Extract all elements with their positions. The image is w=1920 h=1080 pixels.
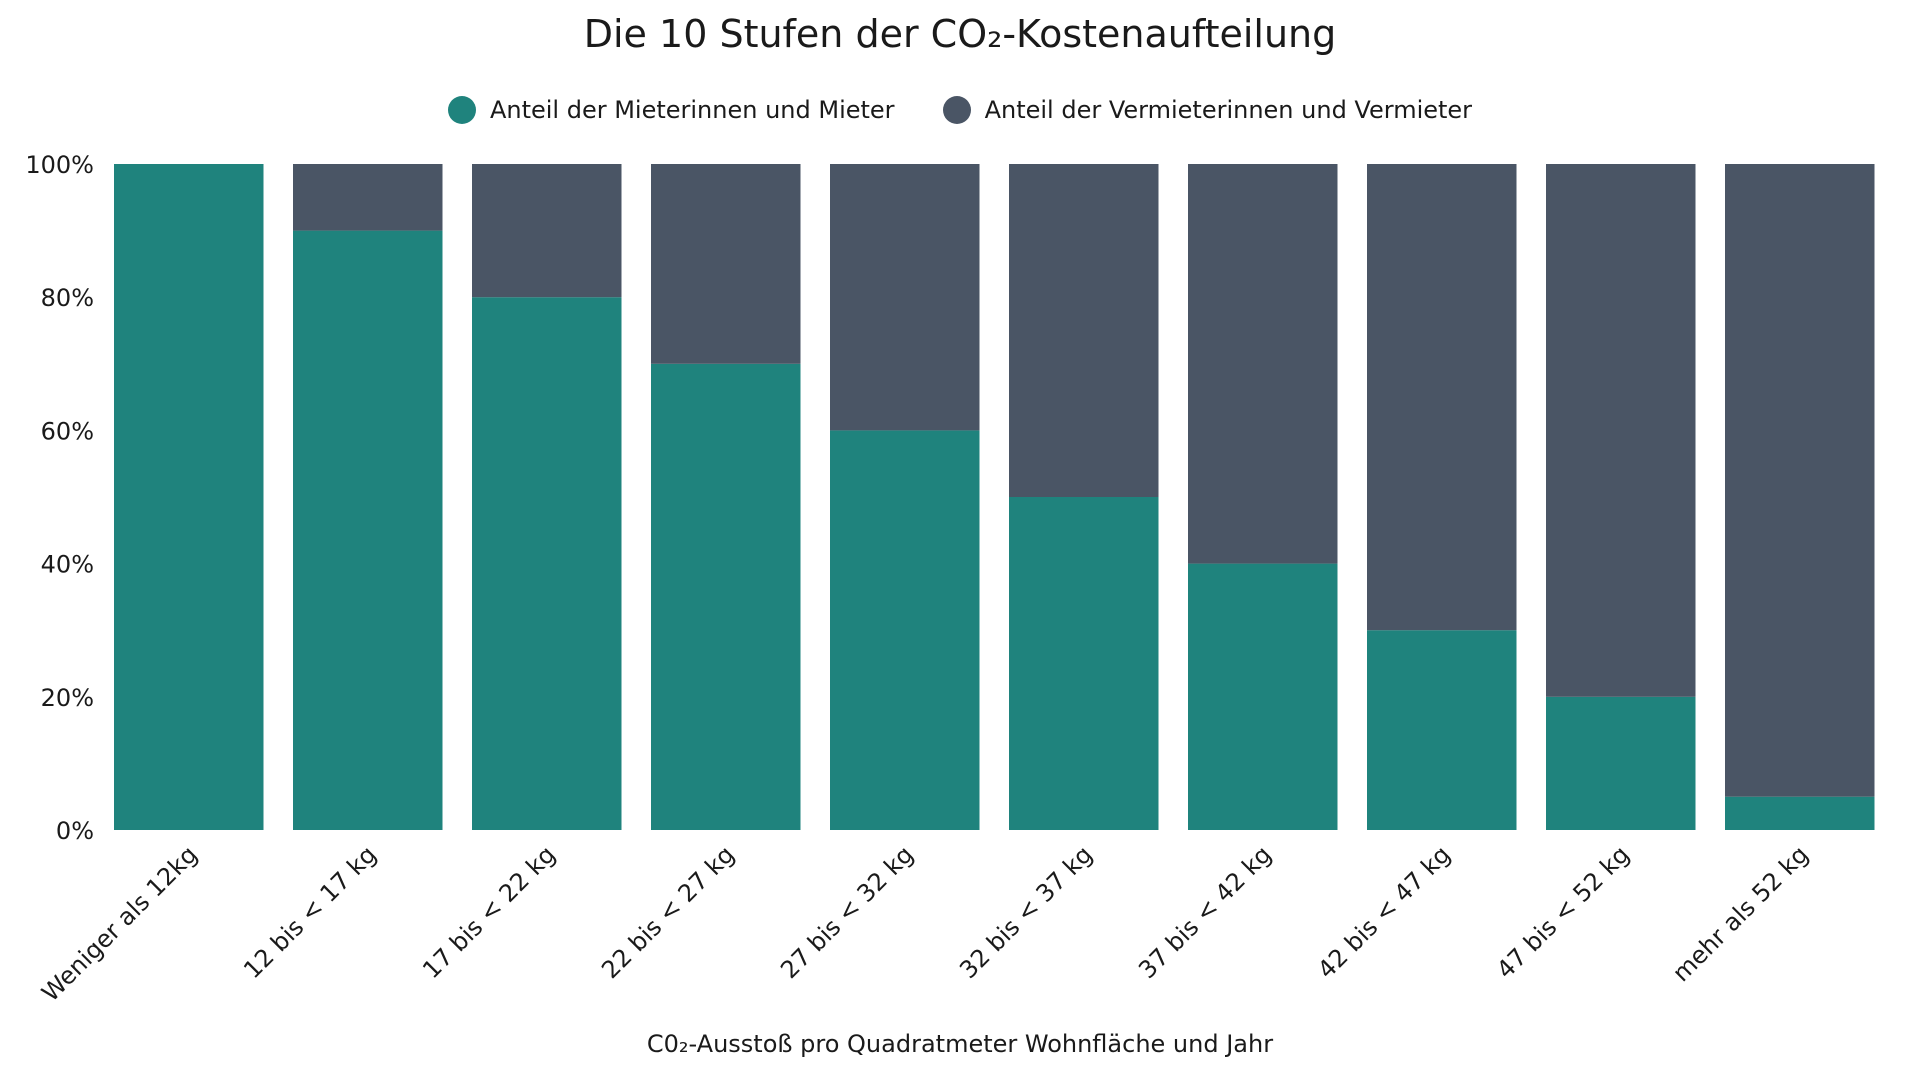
x-tick-label: 37 bis < 42 kg	[1133, 840, 1277, 984]
x-axis-title: C0₂-Ausstoß pro Quadratmeter Wohnfläche …	[646, 1030, 1274, 1058]
y-tick-label: 80%	[41, 284, 94, 312]
bar-segment-landlords[interactable]	[1188, 164, 1338, 564]
legend-item-landlords[interactable]: Anteil der Vermieterinnen und Vermieter	[942, 96, 1473, 124]
bar-segment-tenants[interactable]	[114, 164, 264, 830]
x-tick-label: 17 bis < 22 kg	[417, 840, 561, 984]
x-tick-label: Weniger als 12kg	[36, 840, 203, 1007]
x-tick-label: 22 bis < 27 kg	[596, 840, 740, 984]
legend: Anteil der Mieterinnen und Mieter Anteil…	[0, 96, 1920, 124]
x-tick-label: 42 bis < 47 kg	[1312, 840, 1456, 984]
bar-segment-tenants[interactable]	[1546, 696, 1696, 830]
y-tick-label: 40%	[41, 551, 94, 579]
bar-segment-landlords[interactable]	[1009, 164, 1159, 497]
bar-segment-tenants[interactable]	[651, 363, 801, 830]
x-tick-label: 47 bis < 52 kg	[1491, 840, 1635, 984]
bar-segment-landlords[interactable]	[1546, 164, 1696, 697]
bar-segment-landlords[interactable]	[293, 164, 443, 231]
bar-segment-tenants[interactable]	[293, 230, 443, 831]
y-tick-label: 20%	[41, 684, 94, 712]
y-tick-label: 0%	[56, 817, 94, 845]
x-tick-label: 27 bis < 32 kg	[775, 840, 919, 984]
x-tick-label: mehr als 52 kg	[1667, 840, 1814, 987]
bar-segment-tenants[interactable]	[1009, 497, 1159, 830]
chart-title: Die 10 Stufen der CO₂-Kostenaufteilung	[583, 12, 1337, 56]
legend-item-tenants[interactable]: Anteil der Mieterinnen und Mieter	[447, 96, 895, 124]
bar-segment-tenants[interactable]	[472, 297, 622, 830]
bar-segment-landlords[interactable]	[1367, 164, 1517, 631]
bar-segment-tenants[interactable]	[1188, 563, 1338, 830]
bar-segment-landlords[interactable]	[651, 164, 801, 364]
legend-marker-landlords	[942, 96, 971, 124]
bar-segment-landlords[interactable]	[1725, 164, 1875, 797]
y-tick-label: 60%	[41, 417, 94, 445]
bar-segment-tenants[interactable]	[1725, 796, 1875, 830]
bar-segment-landlords[interactable]	[830, 164, 980, 431]
legend-marker-tenants	[447, 96, 476, 124]
bar-segment-tenants[interactable]	[1367, 630, 1517, 830]
x-tick-label: 32 bis < 37 kg	[954, 840, 1098, 984]
legend-label-landlords: Anteil der Vermieterinnen und Vermieter	[984, 96, 1473, 124]
bar-segment-landlords[interactable]	[472, 164, 622, 298]
legend-label-tenants: Anteil der Mieterinnen und Mieter	[489, 96, 895, 124]
bar-segment-tenants[interactable]	[830, 430, 980, 830]
y-tick-label: 100%	[25, 151, 94, 179]
x-tick-label: 12 bis < 17 kg	[238, 840, 382, 984]
